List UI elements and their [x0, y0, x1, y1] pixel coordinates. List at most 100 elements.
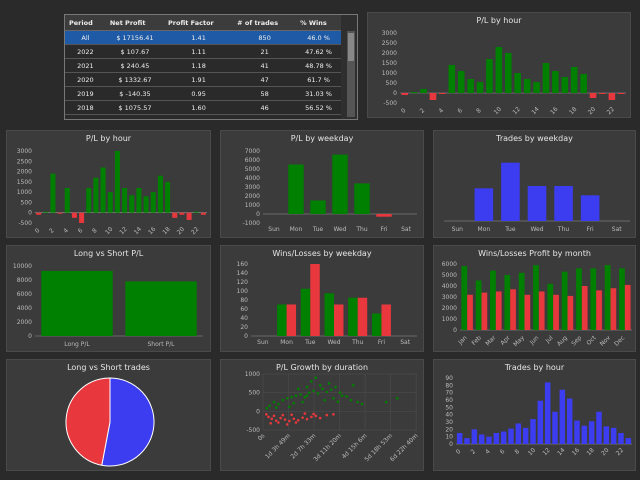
scatter-point	[281, 413, 285, 417]
bar	[490, 270, 496, 330]
x-tick-label: 16	[571, 447, 581, 457]
column-header[interactable]: # of trades	[233, 15, 297, 31]
scatter-point	[307, 391, 311, 394]
scatter-point	[329, 388, 333, 391]
bar	[376, 214, 392, 217]
y-tick-label: 60	[240, 306, 248, 313]
y-tick-label: 2000	[442, 305, 457, 312]
bar	[150, 192, 156, 213]
table-cell: 0.95	[164, 86, 234, 101]
bar	[334, 304, 344, 336]
scatter-point	[283, 418, 287, 421]
x-tick-label: 6	[499, 448, 507, 456]
scatter-point	[312, 412, 315, 416]
bar	[157, 175, 163, 213]
table-cell: 46	[233, 100, 297, 115]
bar	[50, 173, 56, 213]
table-row[interactable]: All $ 17156.41 1.41 850 46.0 %	[65, 30, 341, 45]
scatter-point	[292, 417, 296, 421]
table-cell: 47.62 %	[296, 44, 341, 59]
chart-title: Trades by weekday	[496, 134, 573, 143]
scatter-point	[296, 387, 300, 391]
scatter-point	[277, 421, 280, 424]
bar	[561, 271, 568, 330]
scrollbar-thumb[interactable]	[348, 33, 354, 61]
table-cell: $ 152.37	[105, 114, 165, 119]
scatter-point	[299, 393, 302, 396]
table-row[interactable]: 2021 $ 240.45 1.18 41 48.78 %	[65, 58, 341, 73]
y-tick-label: 4000	[245, 175, 260, 182]
bar	[504, 53, 512, 93]
y-tick-label: 5000	[442, 272, 457, 279]
column-header[interactable]: % Wins	[296, 15, 341, 31]
column-header[interactable]: Profit Factor	[164, 15, 234, 31]
table-cell: 58	[233, 86, 297, 101]
x-tick-label: 14	[133, 226, 143, 236]
table-cell: 2017	[65, 114, 106, 119]
x-tick-label: 18	[585, 447, 595, 457]
x-tick-label: 10	[493, 106, 503, 116]
table-header-row: Period Net Profit Profit Factor # of trades…	[65, 15, 341, 31]
scatter-point	[303, 395, 307, 399]
scatter-point	[285, 423, 289, 426]
x-tick-label: Sat	[401, 226, 411, 233]
x-tick-label: Wed	[333, 226, 346, 233]
bar	[608, 93, 616, 100]
table-row[interactable]: 2017$ 152.371.074942.86 %	[65, 114, 341, 119]
bar	[596, 290, 602, 330]
x-tick-label: Sat	[400, 339, 410, 346]
table-scrollbar[interactable]	[347, 31, 355, 117]
x-tick-label: Nov	[599, 334, 613, 348]
y-tick-label: 500	[386, 80, 398, 87]
wins-losses-weekday-panel: Wins/Losses by weekday 0 20 40 60 80 100 120 14…	[220, 245, 424, 352]
x-tick-label: 8	[513, 448, 521, 456]
y-tick-label: 0	[393, 90, 397, 97]
scatter-point	[290, 413, 293, 416]
bar	[524, 294, 531, 330]
table-row[interactable]: 2022 $ 107.67 1.11 21 47.62 %	[65, 44, 341, 59]
y-tick-label: 1000	[442, 316, 457, 323]
bar	[93, 177, 99, 213]
y-tick-label: 2000	[17, 319, 32, 326]
bar	[125, 281, 197, 336]
bar	[476, 82, 484, 93]
y-tick-label: 30	[445, 419, 453, 426]
table-cell: $ 1075.57	[105, 100, 165, 115]
bar	[567, 295, 574, 330]
chart-title: P/L Growth by duration	[275, 363, 369, 372]
bar	[537, 400, 544, 444]
chart-svg	[65, 377, 155, 467]
y-tick-label: 80	[240, 297, 248, 304]
scatter-point	[288, 419, 291, 423]
scatter-point	[327, 382, 331, 385]
bar	[518, 272, 525, 330]
column-header[interactable]: Net Profit	[105, 15, 165, 31]
x-tick-label: Sun	[452, 226, 464, 233]
scatter-point	[336, 400, 340, 403]
bar	[401, 93, 409, 95]
x-tick-label: Mon	[478, 226, 491, 233]
bar	[57, 212, 63, 214]
bar	[286, 304, 297, 336]
table-cell: $ 240.45	[105, 58, 165, 73]
y-tick-label: 0	[449, 441, 453, 448]
table-cell: 1.60	[164, 100, 234, 115]
bar	[508, 428, 514, 444]
table-row[interactable]: 2020 $ 1332.67 1.91 47 61.7 %	[65, 72, 341, 87]
x-tick-label: Sun	[268, 226, 280, 233]
y-tick-label: -1000	[243, 220, 261, 227]
scatter-point	[301, 416, 304, 419]
table-row[interactable]: 2018 $ 1075.57 1.60 46 56.52 %	[65, 100, 341, 115]
x-tick-label: 4	[484, 448, 492, 456]
chart-svg: Sun Mon Tue Wed Thu Fri Sat	[444, 162, 630, 233]
x-tick-label: 2	[48, 227, 56, 235]
column-header[interactable]: Period	[65, 15, 106, 31]
bar	[588, 421, 595, 444]
bar	[100, 167, 106, 213]
scatter-point	[349, 398, 353, 402]
table-row[interactable]: 2019 $ -140.35 0.95 58 31.03 %	[65, 86, 341, 101]
scatter-point	[301, 400, 304, 404]
bar	[619, 268, 625, 330]
results-table[interactable]: Period Net Profit Profit Factor # of trades…	[64, 14, 358, 120]
